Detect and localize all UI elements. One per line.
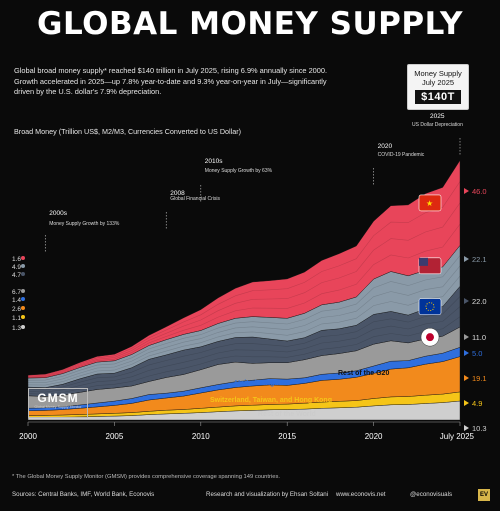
annotation-label: 2008	[170, 190, 185, 197]
footnote: * The Global Money Supply Monitor (GMSM)…	[12, 474, 280, 480]
annotation-label: 2000s	[49, 210, 67, 217]
annotation-text: US Dollar Depreciation	[412, 122, 463, 128]
us-flag-canton-icon	[419, 257, 428, 266]
series-label: Rest of the World	[258, 411, 316, 418]
start-value-label: 1.3	[12, 325, 21, 332]
start-marker	[21, 256, 25, 260]
annotation-text: Global Financial Crisis	[170, 196, 220, 202]
credit: Research and visualization by Ehsan Solt…	[206, 491, 329, 498]
band-texture-line	[27, 202, 461, 377]
eu-flag-icon	[418, 298, 442, 315]
annotation: 2000s Money Supply Growth by 133%	[44, 210, 120, 253]
x-tick-label: 2005	[106, 432, 124, 441]
start-value-label: 4.9	[12, 264, 21, 271]
annotation: 2020 COVID-19 Pandemic	[373, 143, 425, 186]
money-box-line2: July 2025	[421, 78, 455, 87]
logo-name: GMSM	[37, 391, 79, 405]
money-supply-box: Money Supply July 2025 $140T	[407, 64, 469, 110]
start-value-label: 1.4	[12, 297, 21, 304]
logo-sub: Global Money Supply Monitor	[34, 405, 82, 409]
start-marker	[21, 306, 25, 310]
annotation-text: Money Supply Growth by 63%	[205, 168, 273, 174]
band-texture-line	[27, 306, 461, 393]
sources: Sources: Central Banks, IMF, World Bank,…	[12, 491, 155, 498]
annotation-label: 2025	[430, 113, 445, 120]
annotation-text: COVID-19 Pandemic	[378, 152, 425, 158]
annotation-label: 2020	[378, 143, 393, 150]
end-marker	[464, 256, 469, 262]
annotation-text: Money Supply Growth by 133%	[49, 221, 120, 227]
annotation: 2010s Money Supply Growth by 63%	[200, 158, 273, 203]
end-value-label: 10.3	[472, 424, 487, 433]
end-value-label: 19.1	[472, 374, 487, 383]
intro-text: Global broad money supply* reached $140 …	[14, 66, 328, 96]
annotation-label: 2010s	[205, 158, 223, 165]
social-handle[interactable]: @econovisuals	[410, 491, 453, 498]
band-texture-line	[27, 255, 461, 381]
series-label: Rest of the G20	[338, 370, 389, 377]
start-value-label: 1.1	[12, 315, 21, 322]
x-tick-label: 2000	[19, 432, 37, 441]
gmsm-logo: GMSM Global Money Supply Monitor	[28, 388, 88, 418]
end-value-label: 46.0	[472, 187, 487, 196]
money-box-value: $140T	[415, 90, 461, 104]
start-marker	[21, 264, 25, 268]
band-texture-line	[27, 296, 461, 391]
page-title: GLOBAL MONEY SUPPLY	[37, 6, 463, 42]
end-marker	[464, 334, 469, 340]
x-tick-label: 2015	[278, 432, 296, 441]
end-marker	[464, 350, 469, 356]
x-tick-label: July 2025	[440, 432, 475, 441]
band-china	[27, 159, 461, 379]
china-flag-icon	[418, 194, 442, 212]
annotation: 2025 US Dollar Depreciation	[412, 113, 463, 156]
series-label: United Kingdom	[235, 380, 289, 387]
website-link[interactable]: www.econovis.net	[336, 491, 386, 498]
end-marker	[464, 425, 469, 431]
japan-flag-disc-icon	[426, 333, 434, 342]
start-value-label: 6.7	[12, 289, 21, 296]
start-marker	[21, 325, 25, 329]
series-label: Switzerland, Taiwan, and Hong Kong	[210, 397, 332, 404]
x-tick-label: 2020	[365, 432, 383, 441]
band-texture-line	[27, 224, 461, 378]
start-marker	[21, 289, 25, 293]
money-box-line1: Money Supply	[414, 69, 462, 78]
end-value-label: 22.1	[472, 255, 487, 264]
end-value-label: 22.0	[472, 297, 487, 306]
eu-flag-stars-icon	[425, 302, 435, 312]
start-value-label: 4.7	[12, 272, 21, 279]
end-value-label: 11.0	[472, 333, 486, 342]
end-value-label: 5.0	[472, 349, 482, 358]
start-marker	[21, 297, 25, 301]
start-value-label: 1.6	[12, 256, 21, 263]
y-axis-title: Broad Money (Trillion US$, M2/M3, Curren…	[14, 127, 242, 136]
end-marker	[464, 375, 469, 381]
start-value-label: 2.6	[12, 306, 21, 313]
band-texture-line	[28, 265, 461, 383]
ev-badge: EV	[478, 489, 490, 501]
band-texture-line	[27, 316, 461, 395]
x-tick-label: 2010	[192, 432, 210, 441]
start-marker	[21, 272, 25, 276]
band-texture-line	[27, 181, 461, 377]
start-marker	[21, 315, 25, 319]
band-texture-line	[27, 275, 461, 386]
end-marker	[464, 298, 469, 304]
china-flag-star-icon: ★	[426, 199, 433, 208]
end-marker	[464, 400, 469, 406]
end-value-label: 4.9	[472, 399, 482, 408]
end-marker	[464, 188, 469, 194]
